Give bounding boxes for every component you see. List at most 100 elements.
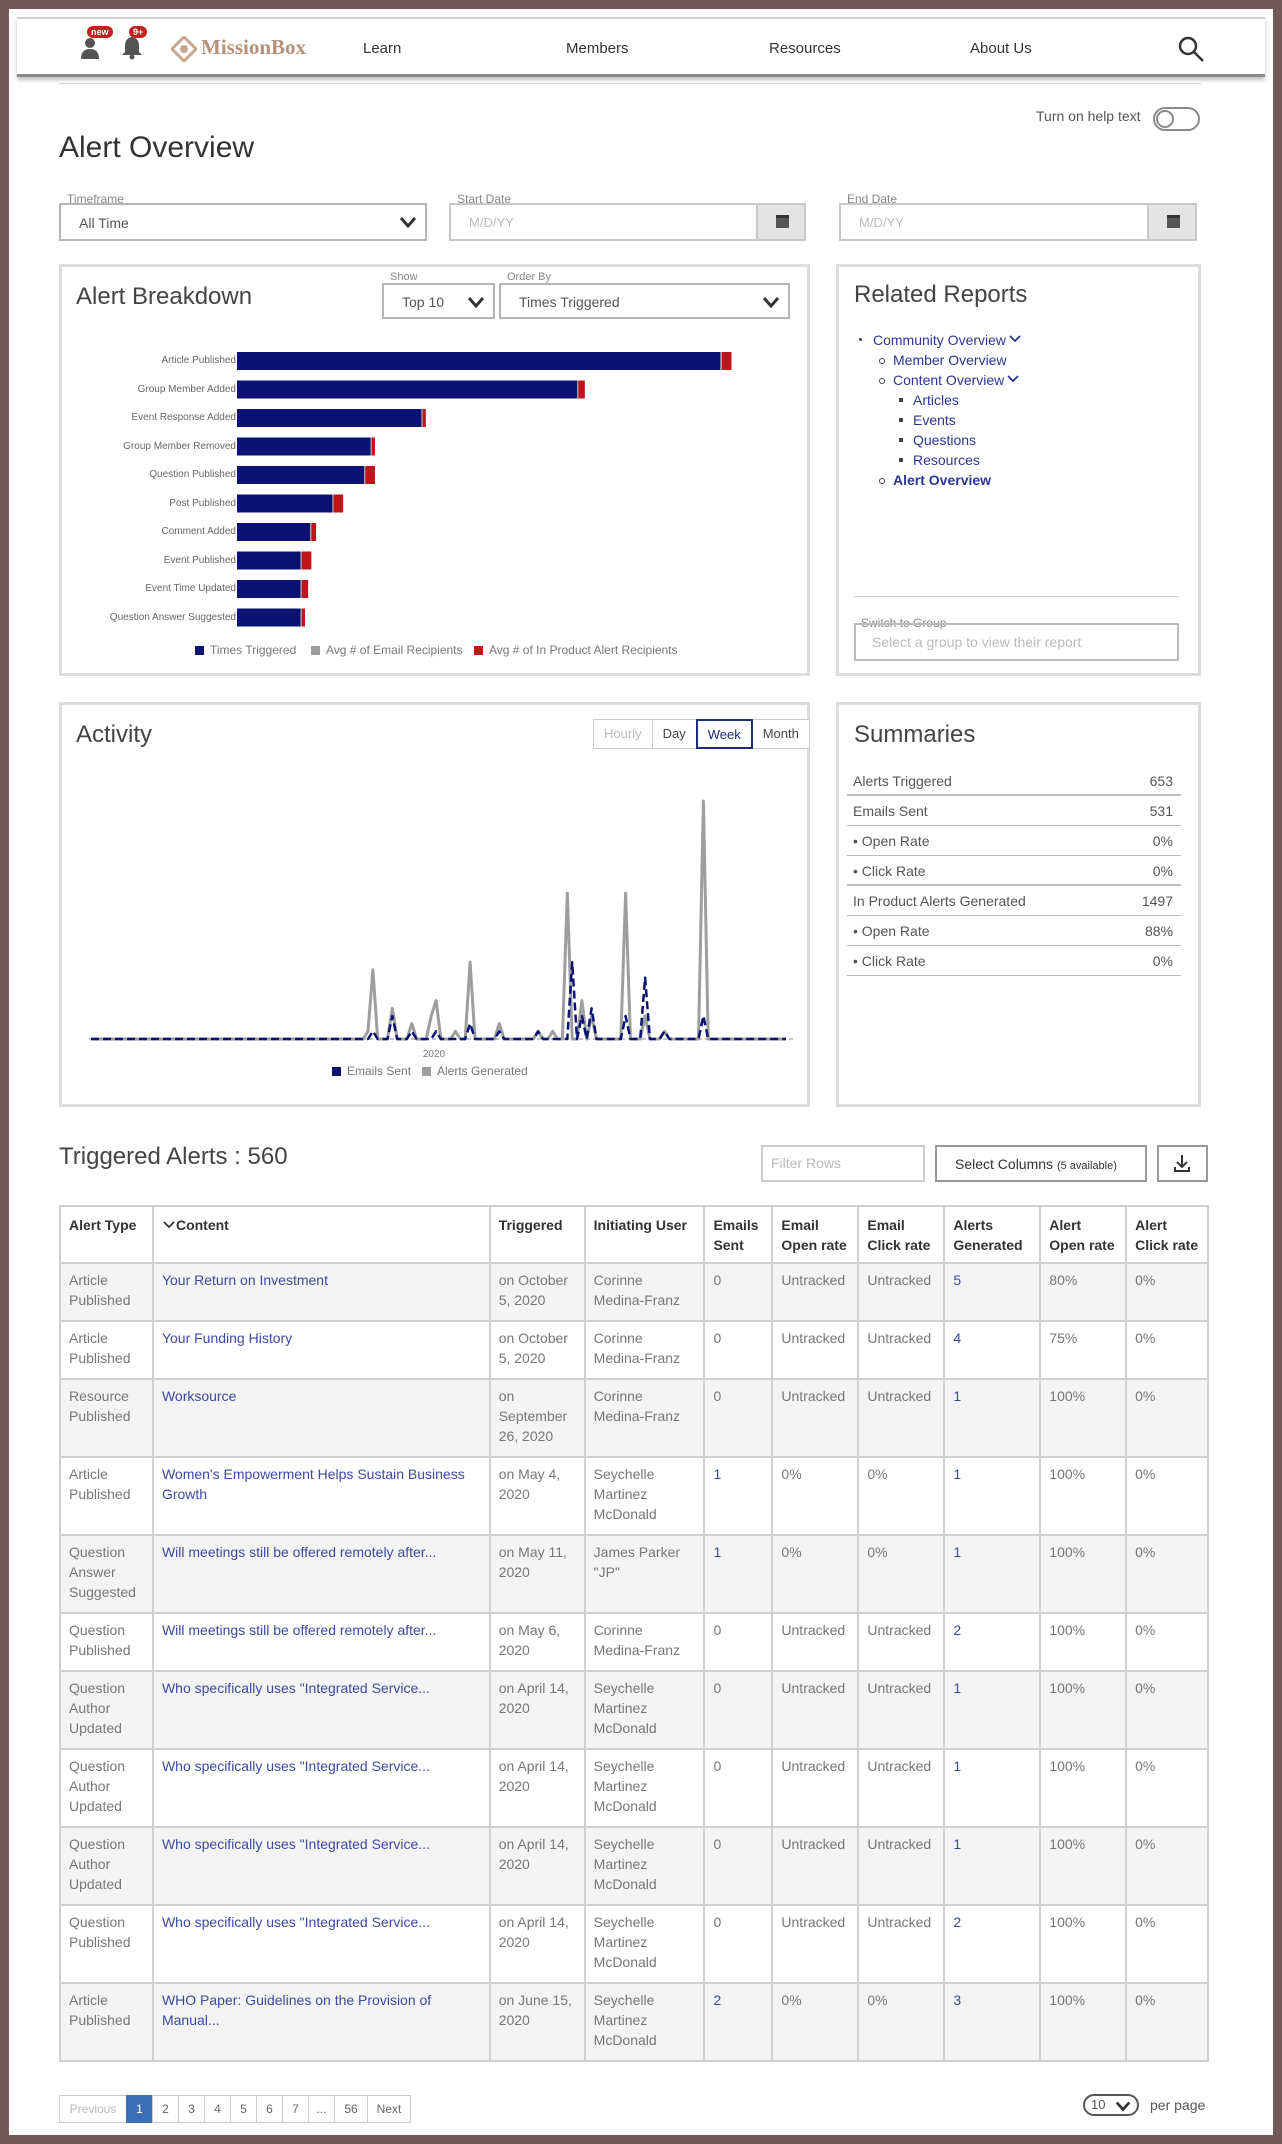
chevron-down-icon[interactable] bbox=[1008, 333, 1022, 345]
granularity-month[interactable]: Month bbox=[751, 719, 810, 749]
column-header[interactable]: Email Click rate bbox=[857, 1205, 946, 1264]
pagination-page[interactable]: 6 bbox=[256, 2095, 283, 2123]
granularity-day[interactable]: Day bbox=[651, 719, 697, 749]
content-link[interactable]: Who specifically uses "Integrated Servic… bbox=[161, 1680, 430, 1696]
content-link[interactable]: Your Return on Investment bbox=[161, 1272, 328, 1288]
bar-segment[interactable] bbox=[721, 352, 732, 370]
content-link[interactable]: Will meetings still be offered remotely … bbox=[161, 1544, 437, 1560]
count-link[interactable]: 1 bbox=[953, 1758, 962, 1774]
content-link[interactable]: Who specifically uses "Integrated Servic… bbox=[161, 1758, 430, 1774]
column-header[interactable]: Alert Type bbox=[59, 1205, 154, 1264]
pagination-previous[interactable]: Previous bbox=[59, 2095, 127, 2123]
bar-segment[interactable] bbox=[720, 352, 722, 370]
column-header[interactable]: Alert Open rate bbox=[1039, 1205, 1128, 1264]
bar-segment[interactable] bbox=[300, 551, 302, 570]
nav-members[interactable]: Members bbox=[566, 40, 629, 57]
granularity-week[interactable]: Week bbox=[695, 719, 753, 749]
bar-segment[interactable] bbox=[422, 409, 426, 427]
count-link[interactable]: 1 bbox=[953, 1466, 962, 1482]
bar-segment[interactable] bbox=[300, 608, 302, 627]
bar-segment[interactable] bbox=[237, 523, 311, 541]
bar-segment[interactable] bbox=[311, 523, 317, 541]
per-page-select[interactable]: 10 bbox=[1083, 2094, 1139, 2116]
filter-rows-input[interactable]: Filter Rows bbox=[761, 1145, 925, 1182]
bar-segment[interactable] bbox=[237, 437, 371, 456]
help-text-toggle[interactable] bbox=[1153, 107, 1200, 131]
pagination-page[interactable]: 4 bbox=[204, 2095, 231, 2123]
start-date-calendar-button[interactable] bbox=[756, 205, 804, 239]
count-link[interactable]: 1 bbox=[953, 1680, 962, 1696]
content-link[interactable]: Will meetings still be offered remotely … bbox=[161, 1622, 437, 1638]
bar-segment[interactable] bbox=[237, 494, 333, 513]
related-report-link[interactable]: Resources bbox=[913, 452, 980, 468]
count-link[interactable]: 2 bbox=[953, 1622, 962, 1638]
count-link[interactable]: 1 bbox=[713, 1466, 722, 1482]
count-link[interactable]: 1 bbox=[713, 1544, 722, 1560]
count-link[interactable]: 5 bbox=[953, 1272, 962, 1288]
count-link[interactable]: 1 bbox=[953, 1836, 962, 1852]
pagination-page[interactable]: 56 bbox=[334, 2095, 368, 2123]
nav-about-us[interactable]: About Us bbox=[970, 40, 1032, 57]
column-header[interactable]: Initiating User bbox=[583, 1205, 706, 1264]
end-date-calendar-button[interactable] bbox=[1147, 205, 1195, 239]
bar-segment[interactable] bbox=[237, 608, 301, 627]
granularity-hourly[interactable]: Hourly bbox=[593, 719, 653, 749]
column-header[interactable]: Alerts Generated bbox=[943, 1205, 1042, 1264]
related-report-link[interactable]: Articles bbox=[913, 392, 959, 408]
content-link[interactable]: Who specifically uses "Integrated Servic… bbox=[161, 1914, 430, 1930]
related-report-link[interactable]: Alert Overview bbox=[893, 472, 992, 488]
count-link[interactable]: 4 bbox=[953, 1330, 962, 1346]
bar-segment[interactable] bbox=[332, 494, 334, 513]
pagination-next[interactable]: Next bbox=[367, 2095, 411, 2123]
switch-group-input[interactable]: Select a group to view their report bbox=[854, 623, 1179, 661]
content-link[interactable]: Who specifically uses "Integrated Servic… bbox=[161, 1836, 430, 1852]
bar-segment[interactable] bbox=[370, 437, 372, 456]
pagination-page[interactable]: 5 bbox=[230, 2095, 257, 2123]
timeframe-select[interactable]: All Time bbox=[59, 203, 427, 241]
content-link[interactable]: Women's Empowerment Helps Sustain Busine… bbox=[161, 1466, 465, 1502]
select-columns-button[interactable]: Select Columns (5 available) bbox=[935, 1145, 1147, 1182]
nav-resources[interactable]: Resources bbox=[769, 40, 841, 57]
related-report-link[interactable]: Events bbox=[913, 412, 956, 428]
pagination-page[interactable]: 7 bbox=[282, 2095, 309, 2123]
bar-segment[interactable] bbox=[577, 380, 579, 399]
pagination-page[interactable]: 1 bbox=[126, 2095, 153, 2123]
content-link[interactable]: Worksource bbox=[161, 1388, 237, 1404]
bar-segment[interactable] bbox=[371, 437, 375, 456]
bar-segment[interactable] bbox=[421, 409, 423, 427]
bar-segment[interactable] bbox=[365, 466, 375, 484]
bar-segment[interactable] bbox=[301, 580, 309, 598]
end-date-input[interactable]: M/D/YY bbox=[859, 215, 904, 230]
start-date-input[interactable]: M/D/YY bbox=[469, 215, 514, 230]
related-report-link[interactable]: Community Overview bbox=[873, 330, 1022, 350]
nav-learn[interactable]: Learn bbox=[363, 40, 402, 57]
column-header[interactable]: Email Open rate bbox=[771, 1205, 860, 1264]
content-link[interactable]: Your Funding History bbox=[161, 1330, 293, 1346]
related-report-link[interactable]: Content Overview bbox=[893, 370, 1020, 390]
column-header[interactable]: Emails Sent bbox=[703, 1205, 774, 1264]
user-profile-icon[interactable]: new bbox=[75, 26, 113, 62]
bar-segment[interactable] bbox=[310, 523, 312, 541]
count-link[interactable]: 1 bbox=[953, 1388, 962, 1404]
count-link[interactable]: 1 bbox=[953, 1544, 962, 1560]
pagination-page[interactable]: 3 bbox=[178, 2095, 205, 2123]
bar-segment[interactable] bbox=[237, 551, 301, 570]
content-link[interactable]: WHO Paper: Guidelines on the Provision o… bbox=[161, 1992, 432, 2028]
bar-segment[interactable] bbox=[237, 380, 578, 399]
bar-segment[interactable] bbox=[578, 380, 585, 399]
column-header[interactable]: Alert Click rate bbox=[1125, 1205, 1209, 1264]
bar-segment[interactable] bbox=[237, 580, 301, 598]
count-link[interactable]: 2 bbox=[713, 1992, 722, 2008]
related-report-link[interactable]: Questions bbox=[913, 432, 977, 448]
pagination-page[interactable]: 2 bbox=[152, 2095, 179, 2123]
chevron-down-icon[interactable] bbox=[1006, 373, 1020, 385]
bar-segment[interactable] bbox=[301, 608, 305, 627]
bar-segment[interactable] bbox=[237, 466, 365, 484]
download-button[interactable] bbox=[1157, 1145, 1208, 1182]
bar-segment[interactable] bbox=[300, 580, 302, 598]
column-header[interactable]: Content bbox=[151, 1205, 491, 1264]
logo[interactable]: MissionBox bbox=[201, 35, 307, 59]
bar-segment[interactable] bbox=[237, 352, 721, 370]
count-link[interactable]: 2 bbox=[953, 1914, 962, 1930]
bar-segment[interactable] bbox=[301, 551, 312, 570]
